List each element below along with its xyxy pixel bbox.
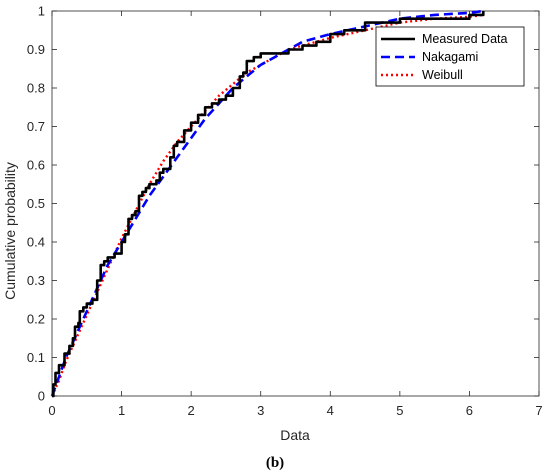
- x-tick-label: 6: [466, 403, 473, 418]
- y-tick-label: 0.6: [27, 158, 45, 173]
- y-tick-label: 0.5: [27, 196, 45, 211]
- y-tick-label: 0.9: [27, 42, 45, 57]
- legend-entry-nakagami: Nakagami: [381, 50, 478, 64]
- x-tick-label: 1: [118, 403, 125, 418]
- legend-entry-weibull: Weibull: [381, 68, 463, 82]
- y-tick-label: 0.7: [27, 119, 45, 134]
- legend-label-measured: Measured Data: [422, 32, 508, 46]
- x-axis-ticks: 0 1 2 3 4 5 6 7: [48, 11, 543, 418]
- x-tick-label: 2: [188, 403, 195, 418]
- x-tick-label: 0: [48, 403, 55, 418]
- x-tick-label: 7: [535, 403, 542, 418]
- legend-label-weibull: Weibull: [422, 68, 463, 82]
- y-axis-label: Cumulative probability: [2, 162, 18, 300]
- figure-caption: (b): [266, 455, 284, 471]
- y-tick-label: 0.4: [27, 235, 45, 250]
- x-tick-label: 3: [257, 403, 264, 418]
- series-line-measured-data: [52, 11, 485, 398]
- plot-area: [50, 9, 485, 398]
- y-tick-label: 0.3: [27, 273, 45, 288]
- y-tick-label: 0.8: [27, 81, 45, 96]
- x-tick-label: 5: [396, 403, 403, 418]
- legend-label-nakagami: Nakagami: [422, 50, 478, 64]
- x-axis-label: Data: [280, 427, 310, 443]
- legend: Measured Data Nakagami Weibull: [375, 26, 525, 87]
- legend-entry-measured: Measured Data: [381, 32, 508, 46]
- y-tick-label: 1: [38, 4, 45, 19]
- x-tick-label: 4: [327, 403, 334, 418]
- y-tick-label: 0: [38, 389, 45, 404]
- y-tick-label: 0.2: [27, 312, 45, 327]
- y-tick-label: 0.1: [27, 350, 45, 365]
- y-axis-ticks: 0 0.1 0.2 0.3 0.4 0.5 0.6 0.7 0.8 0.9 1: [27, 4, 539, 404]
